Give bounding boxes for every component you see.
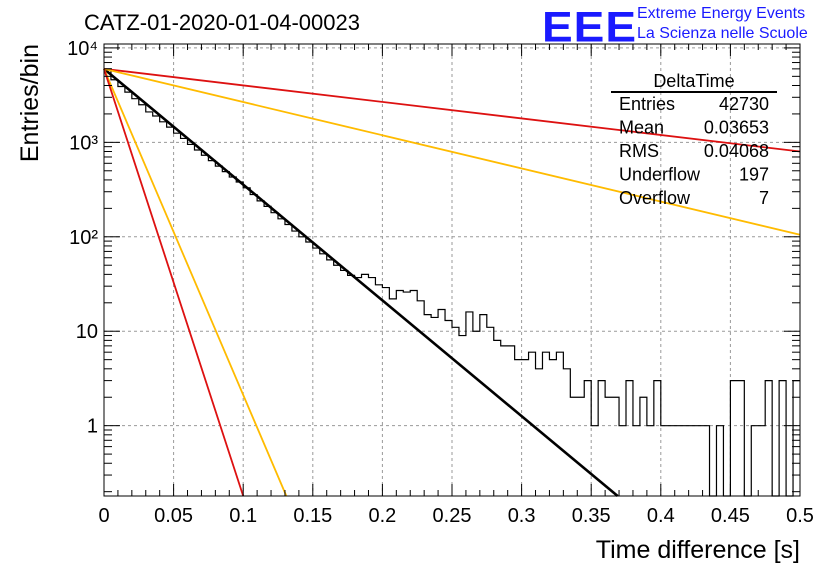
stats-label: RMS bbox=[619, 141, 659, 161]
stats-title: DeltaTime bbox=[653, 71, 734, 91]
axis-layer: 0 0.05 0.1 0.15 0.2 0.25 0.3 0.35 0.4 0.45 0.5 1 10 1… bbox=[16, 38, 814, 564]
stats-value: 197 bbox=[739, 165, 769, 185]
stats-label: Entries bbox=[619, 94, 675, 114]
x-tick-label: 0.05 bbox=[154, 505, 193, 527]
x-tick-label: 0.4 bbox=[647, 505, 675, 527]
x-tick-label: 0.3 bbox=[508, 505, 536, 527]
stats-value: 0.03653 bbox=[704, 118, 769, 138]
data-layer bbox=[103, 67, 801, 497]
grid-layer bbox=[104, 44, 800, 496]
logo-line-2: La Scienza nelle Scuole bbox=[637, 25, 808, 42]
fit-line-4 bbox=[103, 68, 288, 497]
histogram-deltatime bbox=[104, 68, 800, 497]
eee-logo: EEE bbox=[542, 2, 638, 51]
logo-caption: Extreme Energy Events La Scienza nelle S… bbox=[637, 4, 808, 44]
x-tick-label: 0 bbox=[98, 505, 109, 527]
x-tick-label: 0.2 bbox=[368, 505, 396, 527]
x-tick-label: 0.45 bbox=[711, 505, 750, 527]
fit-line-2 bbox=[103, 67, 801, 153]
stats-value: 0.04068 bbox=[704, 141, 769, 161]
x-tick-label: 0.15 bbox=[293, 505, 332, 527]
y-axis-label: Entries/bin bbox=[16, 44, 44, 162]
x-axis-label: Time difference [s] bbox=[596, 536, 800, 564]
stats-label: Overflow bbox=[619, 188, 691, 208]
logo-line-1: Extreme Energy Events bbox=[637, 5, 806, 22]
y-tick-label: 10 bbox=[76, 321, 98, 343]
fit-line-3 bbox=[103, 67, 801, 236]
y-tick-label: 10³ bbox=[69, 132, 98, 154]
fit-line-5 bbox=[103, 68, 245, 497]
x-tick-label: 0.5 bbox=[786, 505, 814, 527]
page-title: CATZ-01-2020-01-04-00023 bbox=[84, 10, 360, 35]
x-tick-label: 0.1 bbox=[229, 505, 257, 527]
y-tick-label: 1 bbox=[87, 416, 98, 438]
stats-label: Underflow bbox=[619, 165, 701, 185]
stats-value: 42730 bbox=[719, 94, 769, 114]
stats-label: Mean bbox=[619, 118, 664, 138]
fit-line-1 bbox=[103, 67, 619, 497]
stats-value: 7 bbox=[759, 188, 769, 208]
y-tick-label: 10² bbox=[69, 227, 98, 249]
x-tick-label: 0.25 bbox=[433, 505, 472, 527]
x-tick-label: 0.35 bbox=[572, 505, 611, 527]
y-tick-label: 10⁴ bbox=[67, 38, 98, 60]
stats-box: DeltaTime Entries 42730 Mean 0.03653 RMS 0.040… bbox=[611, 71, 777, 208]
